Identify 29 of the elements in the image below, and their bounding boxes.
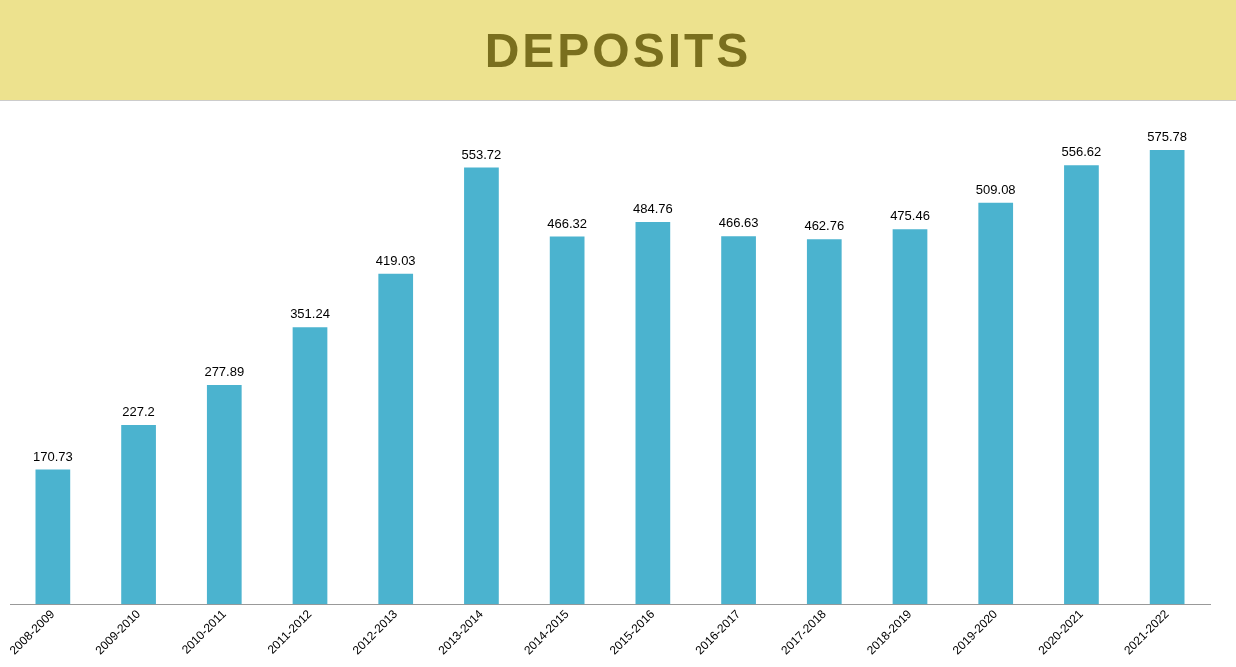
data-label: 419.03 (375, 252, 416, 268)
data-label: 227.2 (122, 404, 155, 420)
bar (635, 221, 671, 605)
bar (1149, 150, 1185, 605)
bar (549, 236, 585, 605)
bar (806, 239, 842, 605)
chart-title: DEPOSITS (484, 22, 752, 78)
bar (378, 273, 414, 605)
data-label: 475.46 (890, 208, 930, 224)
bar (721, 236, 756, 605)
bar (978, 202, 1014, 605)
data-label: 553.72 (461, 146, 502, 162)
data-label: 277.89 (204, 364, 245, 380)
data-label: 556.62 (1061, 144, 1102, 160)
bar (121, 425, 156, 605)
data-label: 466.32 (547, 215, 588, 231)
data-label: 484.76 (632, 200, 673, 216)
bar (292, 327, 328, 605)
bar (35, 469, 71, 605)
bar (1064, 165, 1099, 605)
bar (464, 167, 499, 605)
data-label: 351.24 (290, 306, 330, 322)
data-label: 466.63 (718, 215, 759, 231)
data-label: 170.73 (32, 448, 73, 464)
bar (892, 229, 928, 605)
bar (206, 385, 242, 605)
data-label: 462.76 (804, 218, 845, 234)
data-label: 509.08 (975, 181, 1016, 197)
data-label: 575.78 (1147, 129, 1188, 145)
